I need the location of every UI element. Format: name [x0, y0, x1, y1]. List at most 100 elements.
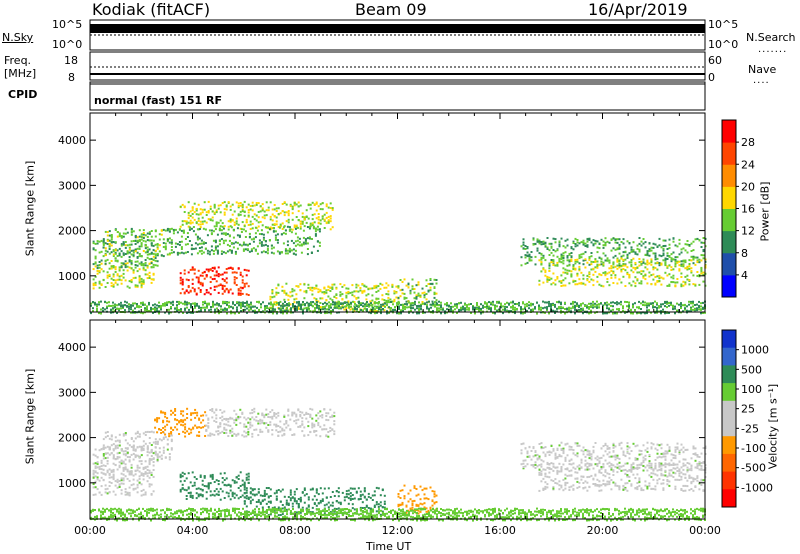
echo-cell [187, 472, 190, 475]
echo-cell [273, 301, 276, 304]
echo-cell [644, 278, 647, 281]
echo-cell [289, 418, 292, 421]
echo-cell [334, 305, 336, 308]
echo-cell [162, 446, 165, 449]
echo-cell [650, 302, 652, 305]
echo-cell [558, 307, 560, 310]
echo-cell [237, 288, 240, 291]
echo-cell [124, 279, 127, 282]
echo-cell [668, 284, 671, 287]
echo-cell [680, 302, 682, 305]
echo-cell [130, 243, 133, 246]
echo-cell [431, 300, 434, 303]
echo-cell [476, 308, 478, 310]
echo-cell [132, 230, 135, 233]
echo-cell [130, 473, 133, 476]
echo-cell [596, 304, 598, 307]
echo-cell [329, 426, 332, 429]
echo-cell [486, 307, 488, 310]
echo-cell [604, 274, 607, 277]
echo-cell [237, 497, 240, 500]
echo-cell [624, 269, 627, 272]
echo-cell [612, 261, 615, 264]
echo-cell [222, 227, 225, 230]
echo-cell [124, 453, 127, 456]
echo-cell [426, 301, 428, 304]
echo-cell [420, 303, 422, 306]
echo-cell [200, 309, 202, 312]
echo-cell [140, 483, 143, 486]
echo-cell [243, 486, 246, 489]
echo-cell [110, 452, 113, 455]
echo-cell [315, 419, 318, 422]
echo-cell [178, 309, 180, 311]
echo-cell [355, 297, 358, 300]
echo-cell [243, 481, 246, 484]
echo-cell [252, 240, 255, 243]
echo-cell [540, 308, 542, 311]
echo-cell [598, 243, 601, 245]
echo-cell [104, 242, 107, 245]
echo-cell [468, 307, 470, 310]
echo-cell [692, 255, 695, 258]
echo-cell [211, 408, 214, 410]
echo-cell [237, 292, 240, 295]
echo-cell [296, 243, 299, 246]
echo-cell [288, 229, 291, 232]
echo-cell [142, 444, 145, 447]
echo-cell [174, 228, 177, 231]
echo-cell [321, 217, 324, 220]
echo-cell [700, 302, 702, 305]
echo-cell [401, 281, 404, 283]
echo-cell [146, 307, 148, 310]
echo-cell [612, 272, 615, 275]
echo-cell [658, 237, 661, 240]
echo-cell [608, 308, 610, 311]
echo-cell [102, 242, 105, 245]
echo-cell [266, 226, 269, 229]
echo-cell [520, 264, 523, 267]
echo-cell [195, 276, 198, 279]
echo-cell [217, 284, 220, 287]
echo-cell [215, 221, 218, 224]
echo-cell [327, 412, 330, 415]
echo-cell [586, 244, 589, 247]
echo-cell [223, 432, 226, 434]
echo-cell [634, 302, 636, 305]
echo-cell [142, 279, 145, 282]
echo-cell [170, 448, 173, 451]
echo-cell [237, 213, 240, 216]
echo-cell [433, 296, 436, 299]
echo-cell [528, 301, 530, 304]
echo-cell [142, 232, 145, 234]
echo-cell [327, 295, 330, 298]
echo-cell [156, 307, 158, 310]
echo-cell [250, 308, 252, 311]
echo-cell [98, 468, 101, 470]
echo-cell [642, 270, 645, 273]
echo-cell [406, 303, 408, 306]
echo-cell [98, 280, 101, 283]
echo-cell [618, 266, 621, 269]
echo-cell [122, 243, 125, 246]
echo-cell [550, 283, 553, 286]
echo-cell [634, 252, 637, 255]
echo-cell [662, 254, 665, 257]
echo-cell [277, 414, 280, 417]
echo-cell [104, 247, 107, 250]
echo-cell [578, 282, 581, 285]
echo-cell [240, 302, 242, 305]
echo-cell [522, 241, 525, 244]
echo-cell [317, 288, 320, 291]
echo-cell [179, 490, 182, 493]
echo-cell [654, 306, 656, 309]
echo-cell [227, 225, 230, 228]
echo-cell [311, 424, 314, 427]
echo-cell [229, 266, 232, 269]
echo-cell [116, 468, 119, 471]
echo-cell [213, 206, 216, 209]
echo-cell [634, 263, 637, 266]
echo-cell [170, 447, 173, 450]
echo-cell [586, 279, 589, 282]
